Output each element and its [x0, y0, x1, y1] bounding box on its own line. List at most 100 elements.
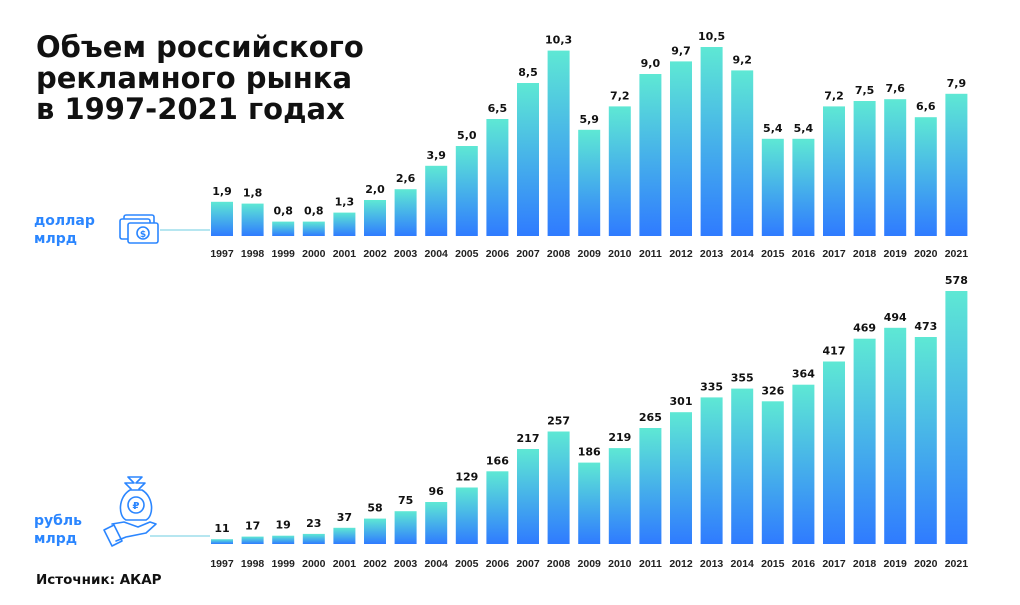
rub-value-label-1997: 11 — [214, 522, 229, 535]
rub-bar-2006 — [486, 471, 509, 544]
usd-value-label-2020: 6,6 — [916, 100, 936, 113]
rub-value-label-2015: 326 — [761, 384, 784, 397]
usd-year-label-2011: 2011 — [639, 248, 662, 260]
usd-year-label-2004: 2004 — [425, 248, 449, 260]
usd-value-label-2002: 2,0 — [365, 183, 385, 196]
usd-bar-2017 — [823, 106, 845, 237]
rub-bar-1998 — [241, 536, 264, 544]
rub-year-label-2003: 2003 — [394, 558, 418, 570]
usd-year-label-2017: 2017 — [822, 248, 846, 260]
usd-value-label-2008: 10,3 — [545, 34, 572, 47]
usd-year-label-2002: 2002 — [363, 248, 387, 260]
rub-value-label-2002: 58 — [367, 502, 382, 515]
usd-bar-2002 — [364, 200, 386, 236]
usd-bar-2005 — [455, 146, 478, 236]
usd-value-label-1997: 1,9 — [212, 185, 232, 198]
usd-year-label-1999: 1999 — [272, 248, 296, 260]
usd-year-label-2021: 2021 — [945, 248, 969, 260]
usd-chart: 1,9 1997 1,8 1998 0,8 1999 0,8 2000 1,3 2001 2,0 20… — [210, 30, 968, 260]
rub-year-label-2006: 2006 — [486, 558, 510, 570]
usd-value-label-2018: 7,5 — [855, 84, 875, 97]
rub-year-label-2009: 2009 — [578, 558, 602, 570]
usd-bar-2012 — [670, 61, 692, 237]
rub-year-label-1998: 1998 — [241, 558, 265, 570]
usd-bar-2001 — [333, 212, 356, 236]
rub-value-label-2004: 96 — [429, 485, 445, 498]
usd-unit-line-1: доллар — [34, 213, 95, 229]
usd-bar-2013 — [700, 47, 723, 236]
rub-value-label-2007: 217 — [517, 432, 540, 445]
money-stack-icon: $ — [119, 214, 159, 244]
usd-year-label-2007: 2007 — [516, 248, 540, 260]
rub-year-label-2010: 2010 — [608, 558, 632, 570]
usd-year-label-2005: 2005 — [455, 248, 479, 260]
rub-bar-2017 — [823, 361, 845, 544]
rub-bar-2016 — [792, 384, 815, 544]
rub-bar-2008 — [547, 431, 570, 544]
usd-value-label-2003: 2,6 — [396, 172, 416, 185]
title-line-3: в 1997-2021 годах — [36, 92, 345, 126]
rub-value-label-2006: 166 — [486, 454, 509, 467]
rub-bar-2021 — [945, 291, 968, 544]
rub-bar-2011 — [639, 428, 662, 544]
usd-bar-2010 — [608, 106, 631, 237]
chart-title: Объем российского рекламного рынка в 199… — [36, 32, 364, 125]
usd-bar-2014 — [731, 70, 754, 237]
rub-bar-2002 — [364, 518, 386, 544]
rub-year-label-2014: 2014 — [731, 558, 755, 570]
rub-value-label-1998: 17 — [245, 520, 260, 533]
rub-bar-2012 — [670, 412, 692, 544]
usd-year-label-2001: 2001 — [333, 248, 357, 260]
usd-bar-2015 — [761, 138, 784, 236]
usd-value-label-2007: 8,5 — [518, 66, 538, 79]
rub-year-label-2012: 2012 — [669, 558, 693, 570]
usd-value-label-2012: 9,7 — [671, 44, 691, 57]
usd-bar-2016 — [792, 138, 815, 236]
usd-bar-2011 — [639, 74, 662, 236]
usd-year-label-2020: 2020 — [914, 248, 938, 260]
rub-value-label-2008: 257 — [547, 415, 570, 428]
usd-bar-2020 — [914, 117, 937, 236]
rub-year-label-2008: 2008 — [547, 558, 571, 570]
rub-value-label-1999: 19 — [276, 519, 291, 532]
rub-bar-2003 — [394, 511, 417, 544]
rub-year-label-2007: 2007 — [516, 558, 540, 570]
usd-value-label-2015: 5,4 — [763, 122, 783, 135]
usd-value-label-2005: 5,0 — [457, 129, 477, 142]
usd-value-label-2014: 9,2 — [732, 53, 752, 66]
usd-bar-2004 — [425, 165, 448, 236]
usd-value-label-2001: 1,3 — [335, 196, 355, 209]
rub-year-label-1999: 1999 — [272, 558, 296, 570]
usd-bar-2008 — [547, 50, 570, 236]
rub-value-label-2001: 37 — [337, 511, 352, 524]
rub-value-label-2000: 23 — [306, 517, 321, 530]
rub-unit-line-1: рубль — [34, 513, 83, 529]
rub-year-label-2005: 2005 — [455, 558, 479, 570]
usd-value-label-2000: 0,8 — [304, 205, 324, 218]
rub-year-label-2013: 2013 — [700, 558, 724, 570]
usd-year-label-2016: 2016 — [792, 248, 816, 260]
usd-year-label-2015: 2015 — [761, 248, 785, 260]
rub-year-label-2019: 2019 — [884, 558, 908, 570]
title-line-1: Объем российского — [36, 30, 364, 64]
usd-bar-1998 — [241, 203, 264, 236]
usd-year-label-2000: 2000 — [302, 248, 326, 260]
source-note: Источник: АКАР — [36, 572, 162, 588]
rub-unit-label: рубль млрд — [34, 512, 82, 548]
hand-money-bag-icon: ₽ — [103, 476, 157, 547]
rub-value-label-2013: 335 — [700, 380, 723, 393]
rub-year-label-1997: 1997 — [210, 558, 234, 570]
rub-bar-2018 — [853, 338, 876, 544]
usd-year-label-1998: 1998 — [241, 248, 265, 260]
usd-value-label-2004: 3,9 — [426, 149, 446, 162]
usd-bar-1999 — [272, 221, 295, 236]
usd-value-label-1998: 1,8 — [243, 187, 263, 200]
svg-text:$: $ — [140, 230, 146, 240]
rub-value-label-2010: 219 — [608, 431, 631, 444]
rub-value-label-2020: 473 — [914, 320, 937, 333]
usd-value-label-2009: 5,9 — [579, 113, 599, 126]
usd-unit-label: доллар млрд — [34, 212, 95, 248]
rub-bar-2015 — [761, 401, 784, 544]
rub-year-label-2001: 2001 — [333, 558, 357, 570]
usd-year-label-2018: 2018 — [853, 248, 877, 260]
